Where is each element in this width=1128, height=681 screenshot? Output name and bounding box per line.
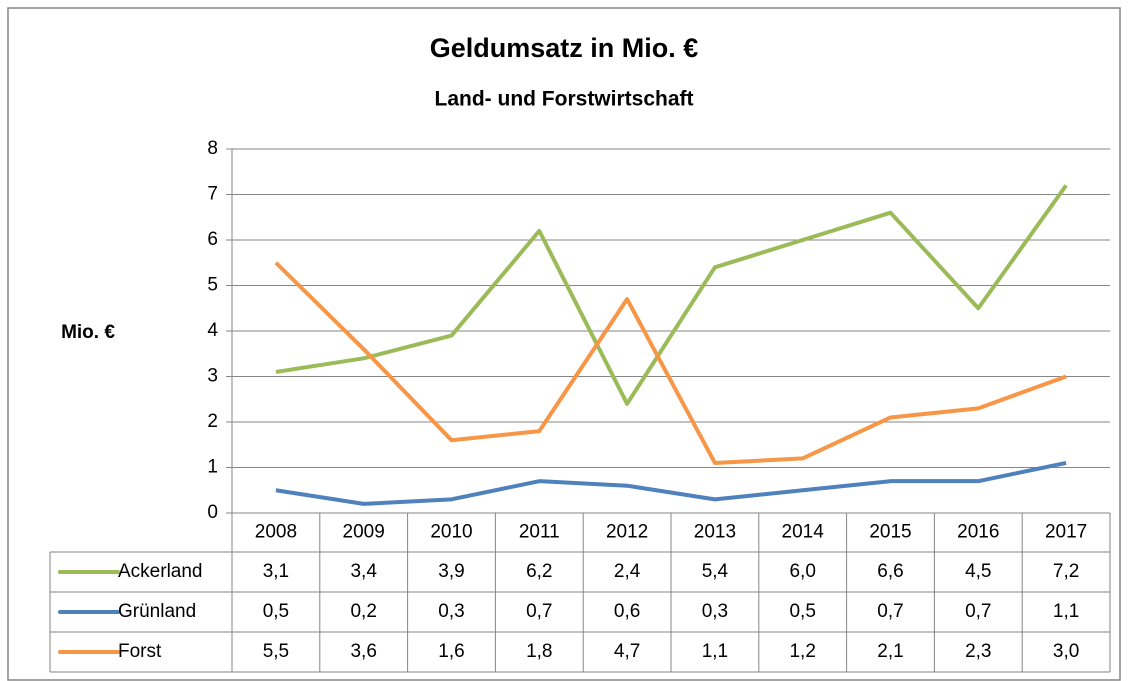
y-tick-label: 4 (207, 320, 218, 341)
y-axis-label: Mio. € (61, 322, 115, 343)
table-value: 0,7 (965, 601, 991, 622)
x-tick-label: 2012 (606, 522, 648, 543)
y-tick-label: 5 (207, 275, 218, 296)
table-value: 3,6 (350, 641, 376, 662)
x-tick-label: 2016 (957, 522, 999, 543)
table-value: 0,7 (526, 601, 552, 622)
legend-label: Forst (118, 641, 162, 662)
table-value: 7,2 (1053, 561, 1079, 582)
y-tick-label: 7 (207, 184, 218, 205)
x-tick-label: 2017 (1045, 522, 1087, 543)
table-value: 5,5 (263, 641, 289, 662)
y-tick-label: 0 (207, 502, 218, 523)
table-value: 0,5 (789, 601, 815, 622)
table-value: 0,7 (877, 601, 903, 622)
table-value: 1,1 (702, 641, 728, 662)
y-tick-label: 6 (207, 229, 218, 250)
y-tick-label: 8 (207, 138, 218, 159)
table-value: 6,2 (526, 561, 552, 582)
x-tick-label: 2014 (782, 522, 825, 543)
table-value: 6,0 (789, 561, 815, 582)
x-tick-label: 2013 (694, 522, 736, 543)
y-tick-label: 3 (207, 366, 218, 387)
table-value: 0,6 (614, 601, 640, 622)
table-value: 3,4 (350, 561, 377, 582)
table-value: 0,2 (350, 601, 376, 622)
x-tick-label: 2008 (255, 522, 297, 543)
chart-title: Geldumsatz in Mio. € (430, 33, 699, 63)
chart-subtitle: Land- und Forstwirtschaft (435, 88, 694, 111)
table-value: 0,5 (263, 601, 289, 622)
x-tick-label: 2009 (343, 522, 385, 543)
x-tick-label: 2010 (430, 522, 472, 543)
table-value: 3,1 (263, 561, 289, 582)
table-value: 4,7 (614, 641, 640, 662)
table-value: 0,3 (438, 601, 464, 622)
table-value: 6,6 (877, 561, 903, 582)
table-value: 1,1 (1053, 601, 1079, 622)
legend-label: Grünland (118, 601, 196, 622)
line-series (275, 184, 1068, 406)
x-tick-label: 2015 (869, 522, 911, 543)
x-tick-label: 2011 (519, 522, 560, 543)
table-value: 3,0 (1053, 641, 1079, 662)
table-value: 1,2 (789, 641, 815, 662)
y-tick-label: 2 (207, 411, 218, 432)
table-value: 5,4 (702, 561, 729, 582)
legend-label: Ackerland (118, 561, 203, 582)
table-value: 1,8 (526, 641, 552, 662)
table-value: 0,3 (702, 601, 728, 622)
table-value: 4,5 (965, 561, 991, 582)
table-value: 2,1 (877, 641, 903, 662)
table-value: 2,4 (614, 561, 641, 582)
y-tick-label: 1 (207, 457, 218, 478)
line-series (274, 261, 1067, 465)
line-series (275, 460, 1067, 506)
table-value: 2,3 (965, 641, 991, 662)
table-value: 1,6 (438, 641, 464, 662)
table-value: 3,9 (438, 561, 464, 582)
